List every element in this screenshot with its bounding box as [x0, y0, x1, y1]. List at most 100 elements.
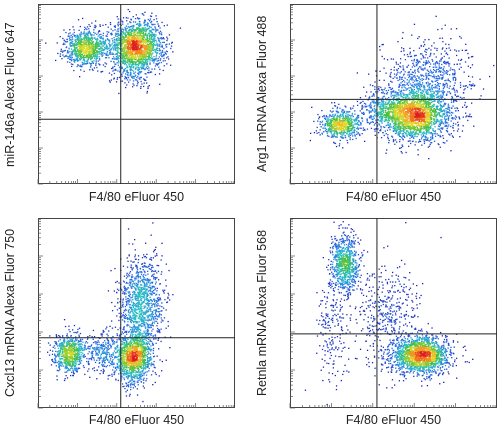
data-point — [114, 29, 116, 31]
data-point — [442, 69, 444, 71]
data-point — [374, 81, 376, 83]
data-point — [395, 95, 397, 98]
data-point — [140, 47, 142, 49]
data-point — [339, 107, 341, 109]
data-point — [388, 83, 390, 85]
data-point — [84, 36, 86, 38]
data-point — [92, 48, 94, 50]
data-point — [372, 118, 374, 121]
data-point — [360, 124, 362, 126]
data-point — [414, 84, 416, 86]
data-point — [381, 88, 383, 91]
data-point — [459, 96, 462, 98]
data-point — [454, 77, 457, 79]
data-point — [152, 33, 155, 35]
data-point — [389, 125, 391, 127]
data-point — [328, 122, 330, 124]
data-point — [432, 71, 434, 73]
data-point — [419, 53, 422, 55]
data-point — [89, 53, 92, 55]
data-point — [431, 106, 433, 108]
data-point — [333, 115, 335, 117]
data-point — [415, 83, 417, 85]
data-point — [140, 36, 142, 38]
data-point — [411, 89, 413, 91]
data-point — [339, 139, 341, 142]
data-point — [411, 140, 414, 143]
data-point — [132, 54, 135, 56]
data-point — [399, 72, 401, 74]
data-point — [379, 70, 381, 72]
data-point — [392, 91, 394, 93]
data-point — [143, 50, 145, 52]
data-point — [440, 71, 442, 73]
data-point — [141, 54, 143, 56]
data-point — [131, 52, 133, 55]
data-point — [102, 49, 104, 52]
data-point — [467, 65, 469, 67]
data-point — [362, 106, 364, 108]
data-point — [441, 57, 443, 59]
data-point — [425, 78, 427, 80]
data-point — [447, 78, 449, 80]
data-point — [493, 64, 495, 67]
data-point — [146, 43, 149, 45]
data-point — [166, 51, 168, 53]
data-point — [79, 33, 81, 35]
data-point — [459, 118, 461, 120]
data-point — [94, 56, 96, 58]
data-point — [437, 96, 439, 99]
data-point — [397, 63, 399, 66]
data-point — [375, 119, 377, 121]
data-point — [158, 47, 160, 50]
data-point — [113, 43, 116, 46]
data-point — [462, 85, 465, 87]
data-point — [445, 47, 448, 50]
data-point — [435, 111, 437, 113]
data-point — [435, 90, 437, 92]
data-point — [428, 84, 430, 86]
data-point — [121, 80, 124, 82]
data-point — [471, 102, 473, 104]
data-point — [397, 127, 399, 129]
data-point — [128, 55, 130, 57]
data-point — [140, 44, 142, 47]
data-point — [454, 74, 456, 76]
data-point — [125, 52, 127, 55]
data-point — [55, 59, 57, 62]
data-point — [147, 47, 149, 49]
data-point — [427, 100, 429, 103]
data-point — [328, 123, 330, 125]
data-point — [144, 60, 146, 63]
data-point — [341, 113, 343, 116]
data-point — [139, 40, 141, 42]
data-point — [127, 45, 129, 47]
data-point — [131, 48, 133, 50]
data-point — [406, 79, 408, 81]
data-point — [342, 134, 344, 136]
data-point — [77, 39, 80, 41]
data-point — [116, 50, 118, 52]
data-point — [431, 117, 433, 119]
data-point — [147, 41, 149, 43]
data-point — [420, 75, 423, 77]
data-point — [451, 88, 453, 90]
data-point — [377, 103, 379, 106]
data-point — [111, 33, 113, 35]
data-point — [368, 112, 371, 114]
data-point — [445, 63, 447, 65]
data-point — [85, 48, 87, 50]
data-point — [140, 32, 142, 34]
data-point — [83, 62, 86, 64]
data-point — [159, 68, 161, 71]
data-point — [427, 91, 429, 93]
data-point — [356, 123, 358, 125]
data-point — [86, 47, 89, 49]
data-point — [313, 120, 315, 123]
data-point — [145, 45, 148, 47]
data-point — [442, 113, 444, 116]
data-point — [138, 40, 140, 42]
data-point — [444, 103, 446, 106]
data-point — [348, 130, 351, 132]
data-point — [130, 56, 132, 59]
